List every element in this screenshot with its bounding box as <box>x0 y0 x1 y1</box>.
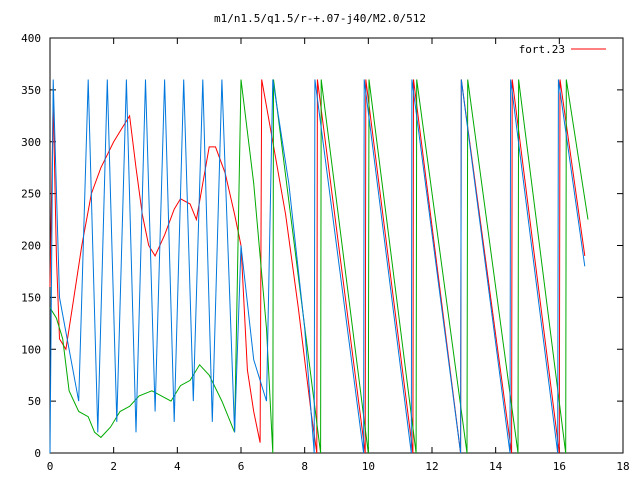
x-tick-label: 0 <box>47 460 54 473</box>
y-tick-label: 100 <box>21 343 41 356</box>
y-tick-label: 400 <box>21 32 41 45</box>
y-tick-label: 150 <box>21 291 41 304</box>
x-tick-label: 4 <box>174 460 181 473</box>
x-tick-label: 14 <box>489 460 503 473</box>
chart-title: m1/n1.5/q1.5/r-+.07-j40/M2.0/512 <box>214 12 426 25</box>
y-tick-label: 50 <box>28 395 41 408</box>
x-tick-label: 6 <box>238 460 245 473</box>
x-tick-label: 2 <box>110 460 117 473</box>
y-tick-label: 250 <box>21 188 41 201</box>
y-tick-label: 0 <box>34 447 41 460</box>
x-tick-label: 12 <box>425 460 438 473</box>
series-line-0 <box>49 79 586 454</box>
legend-label: fort.23 <box>519 43 565 56</box>
y-tick-label: 300 <box>21 136 41 149</box>
y-tick-label: 200 <box>21 240 41 253</box>
x-tick-label: 8 <box>301 460 308 473</box>
series-line-2 <box>49 79 586 454</box>
x-tick-label: 10 <box>362 460 375 473</box>
x-tick-label: 16 <box>553 460 566 473</box>
series-line-1 <box>49 79 589 454</box>
y-tick-label: 350 <box>21 84 41 97</box>
x-tick-label: 18 <box>616 460 629 473</box>
